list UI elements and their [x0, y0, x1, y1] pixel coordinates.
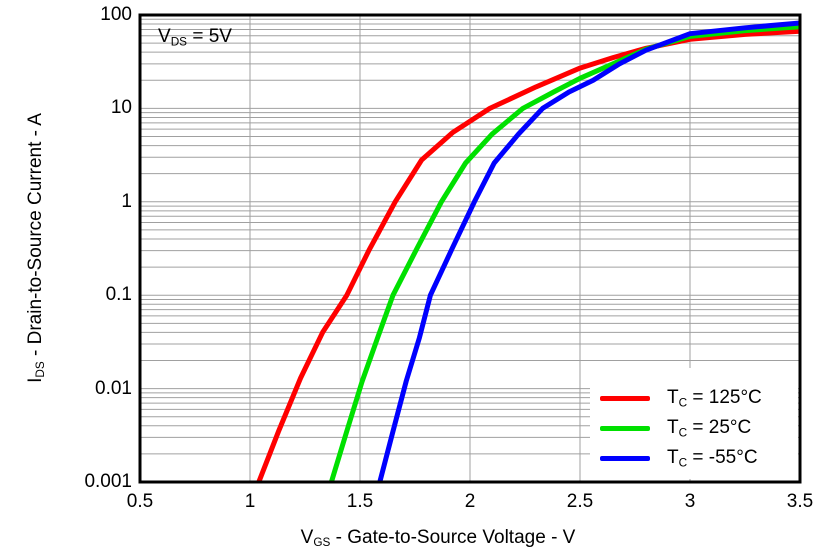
legend-row-25c: TC = 25°C	[600, 413, 762, 443]
y-tick-label: 0.01	[95, 377, 132, 399]
x-tick-label: 3	[684, 491, 696, 512]
legend-label-minus55c: TC = -55°C	[667, 447, 758, 469]
legend-value: = 25°C	[687, 416, 752, 438]
x-axis-symbol: V	[300, 526, 314, 548]
x-tick-label: 2.5	[566, 491, 594, 512]
y-tick-label: 1	[121, 190, 132, 212]
x-tick-label: 3.5	[786, 491, 814, 512]
x-axis-subscript: GS	[313, 536, 331, 550]
legend-subscript: C	[678, 456, 688, 470]
legend-symbol: T	[667, 416, 679, 438]
y-tick-label: 0.001	[84, 471, 132, 492]
legend-subscript: C	[678, 396, 688, 410]
legend-symbol: T	[667, 446, 679, 468]
legend-value: = -55°C	[687, 446, 758, 468]
y-tick-label: 0.1	[105, 284, 132, 306]
y-tick-label: 10	[110, 97, 132, 119]
legend-row-125c: TC = 125°C	[600, 383, 762, 413]
x-axis-text: - Gate-to-Source Voltage - V	[330, 526, 576, 548]
legend-line-125c	[600, 395, 650, 401]
vds-annotation: VDS = 5V	[158, 26, 232, 48]
legend-line-minus55c	[600, 455, 650, 461]
y-axis-text: - Drain-to-Source Current - A	[24, 113, 46, 362]
legend-line-25c	[600, 425, 650, 431]
plot-border	[138, 13, 802, 484]
legend-label-25c: TC = 25°C	[667, 417, 751, 439]
x-axis-title: VGS - Gate-to-Source Voltage - V	[301, 527, 576, 549]
legend-row-minus55c: TC = -55°C	[600, 443, 762, 473]
y-axis-symbol: I	[24, 377, 46, 383]
curve--55c	[377, 20, 800, 482]
y-tick-label: 100	[100, 4, 132, 25]
x-tick-label: 0.5	[126, 491, 154, 512]
legend-background	[590, 368, 798, 479]
legend: TC = 125°C TC = 25°C TC = -55°C	[600, 383, 762, 473]
x-tick-label: 1	[244, 491, 256, 512]
annotation-subscript: DS	[170, 35, 188, 49]
annotation-symbol: V	[158, 26, 171, 47]
legend-value: = 125°C	[687, 386, 762, 408]
y-axis-title: IDS - Drain-to-Source Current - A	[25, 113, 47, 383]
legend-label-125c: TC = 125°C	[667, 387, 762, 409]
legend-subscript: C	[678, 426, 688, 440]
legend-symbol: T	[667, 386, 679, 408]
annotation-value: = 5V	[187, 26, 232, 47]
x-tick-label: 2	[464, 491, 476, 512]
y-axis-subscript: DS	[34, 361, 48, 378]
x-tick-label: 1.5	[346, 491, 374, 512]
curves	[256, 20, 800, 482]
